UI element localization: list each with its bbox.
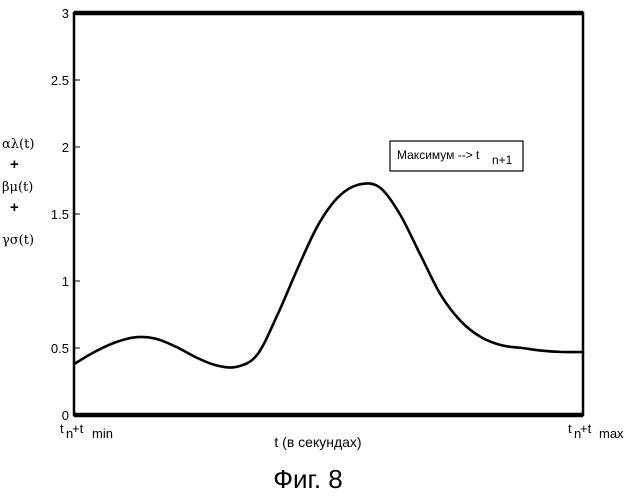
y-tick-label-4: 2 xyxy=(62,140,69,155)
x-axis-label: t (в секундах) xyxy=(274,434,361,450)
y-axis-label-line-4: + xyxy=(10,199,19,216)
plot-frame xyxy=(74,13,583,415)
x-tick-start-plus: +t xyxy=(72,421,84,436)
x-tick-label-end: t n +t max xyxy=(568,421,624,441)
y-tick-label-1: 0.5 xyxy=(51,341,69,356)
y-axis-label-line-2: + xyxy=(10,156,19,173)
y-axis-ticks: 00.511.522.53 xyxy=(51,6,80,423)
x-tick-end-base: t xyxy=(568,421,572,436)
annotation-sub: n+1 xyxy=(492,153,513,167)
x-tick-label-start: t n +t min xyxy=(60,421,113,441)
x-tick-end-sub-max: max xyxy=(599,426,624,441)
y-tick-label-3: 1.5 xyxy=(51,207,69,222)
x-tick-start-base: t xyxy=(60,421,64,436)
maximum-annotation: Максимум --> t n+1 xyxy=(390,141,523,171)
figure-caption: Фиг. 8 xyxy=(273,464,343,494)
y-axis-label-line-5: γσ(t) xyxy=(2,233,34,248)
annotation-text: Максимум --> t xyxy=(397,148,480,162)
x-tick-end-plus: +t xyxy=(580,421,592,436)
x-tick-start-sub-min: min xyxy=(92,426,113,441)
y-axis-label-line-1: αλ(t) xyxy=(2,137,34,152)
series-line xyxy=(74,183,583,367)
y-tick-label-5: 2.5 xyxy=(51,73,69,88)
y-tick-label-2: 1 xyxy=(62,274,69,289)
y-axis-label-line-3: βμ(t) xyxy=(2,180,33,195)
y-tick-label-6: 3 xyxy=(62,6,69,21)
